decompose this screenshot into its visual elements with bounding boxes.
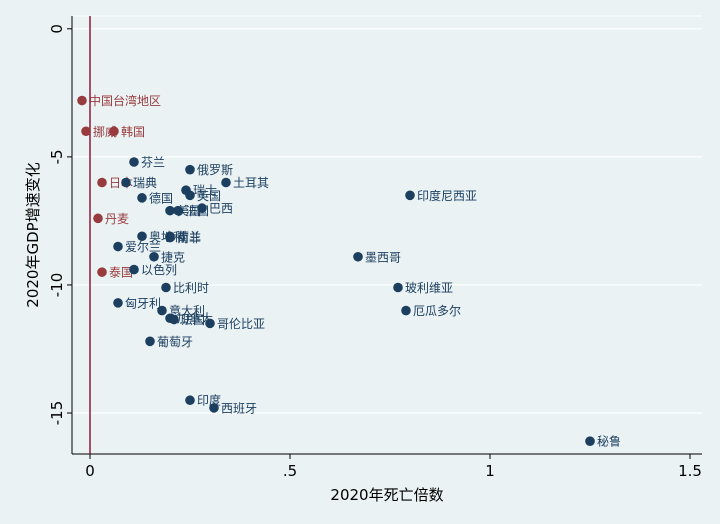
data-point-label-4: 丹麦 [105,212,129,226]
data-point-label-10: 爱尔兰 [125,239,161,254]
data-point-label-11: 以色列 [141,263,177,277]
data-point-label-18: 土耳其 [233,176,269,190]
y-tick-label-1: -5 [48,149,66,164]
data-points: 中国台湾地区挪威韩国日本丹麦泰国芬兰瑞典德国奥地利爱尔兰以色列捷克荷兰南非俄罗斯… [77,93,621,449]
data-point-26 [169,314,179,325]
data-point-label-17: 英国 [197,189,221,203]
data-point-label-5: 泰国 [109,266,133,280]
data-point-label-27: 哥伦比亚 [217,316,265,331]
data-point-label-35: 秘鲁 [597,435,621,449]
data-point-11 [129,264,139,275]
data-point-label-7: 瑞典 [133,176,157,190]
y-tick-label-3: -15 [48,401,66,426]
data-point-24 [157,305,167,316]
plot-area [72,16,702,454]
data-point-23 [113,298,123,308]
data-point-label-28: 葡萄牙 [157,335,193,349]
data-point-18 [221,177,231,188]
data-point-label-30: 印度尼西亚 [417,188,477,203]
data-point-32 [401,305,411,316]
data-point-label-16: 瑞士 [193,184,217,198]
data-point-21 [197,203,207,213]
data-point-33 [185,395,195,406]
data-point-22 [161,282,171,293]
data-point-34 [209,403,219,413]
data-point-20 [173,205,183,216]
x-tick-label-3: 1.5 [678,462,702,480]
data-point-label-14: 南非 [177,230,201,245]
data-point-1 [81,126,91,137]
data-point-label-6: 芬兰 [141,156,165,170]
data-point-label-34: 西班牙 [221,401,257,415]
data-point-label-26: 法国 [181,313,205,327]
data-point-label-8: 德国 [149,190,173,205]
data-point-7 [121,177,131,188]
data-point-label-25: 加拿大 [177,311,213,326]
y-tick-label-2: -10 [48,273,66,298]
data-point-35 [585,436,595,446]
x-tick-label-0: 0 [85,462,95,480]
data-point-label-29: 墨西哥 [365,250,401,264]
data-point-27 [205,318,215,329]
x-axis-title: 2020年死亡倍数 [330,486,443,504]
data-point-6 [129,157,139,167]
y-axis-title: 2020年GDP增速变化 [24,162,42,307]
data-point-3 [97,177,107,188]
data-point-label-19: 美国 [177,204,201,218]
data-point-label-31: 玻利维亚 [405,281,453,295]
data-point-17 [185,190,195,201]
grid-lines [72,28,702,414]
data-point-label-13: 荷兰 [177,230,201,244]
data-point-30 [405,190,415,201]
data-point-2 [109,126,119,137]
data-point-12 [149,251,159,262]
data-point-label-15: 俄罗斯 [197,163,233,177]
y-tick-label-0: 0 [48,24,66,34]
data-point-8 [137,193,147,203]
y-axis-ticks: 0 -5 -10 -15 [48,24,72,425]
data-point-label-23: 匈牙利 [125,296,161,310]
x-tick-label-2: 1 [485,462,495,480]
x-axis-ticks: 0 .5 1 1.5 [85,454,702,480]
data-point-5 [97,267,107,277]
data-point-label-24: 意大利 [169,303,205,318]
data-point-label-12: 捷克 [161,250,185,264]
data-point-label-32: 厄瓜多尔 [413,303,461,318]
data-point-29 [353,251,363,262]
data-point-28 [145,336,155,347]
data-point-31 [393,282,403,293]
data-point-label-0: 中国台湾地区 [89,93,161,108]
data-point-15 [185,164,195,175]
data-point-label-21: 巴西 [209,202,233,216]
data-point-14 [165,232,175,243]
data-point-10 [113,241,123,252]
data-point-4 [93,213,103,224]
data-point-label-22: 比利时 [173,281,209,295]
x-tick-label-1: .5 [283,462,297,480]
data-point-0 [77,95,87,106]
data-point-label-2: 韩国 [121,124,145,139]
data-point-9 [137,231,147,242]
data-point-19 [165,205,175,216]
